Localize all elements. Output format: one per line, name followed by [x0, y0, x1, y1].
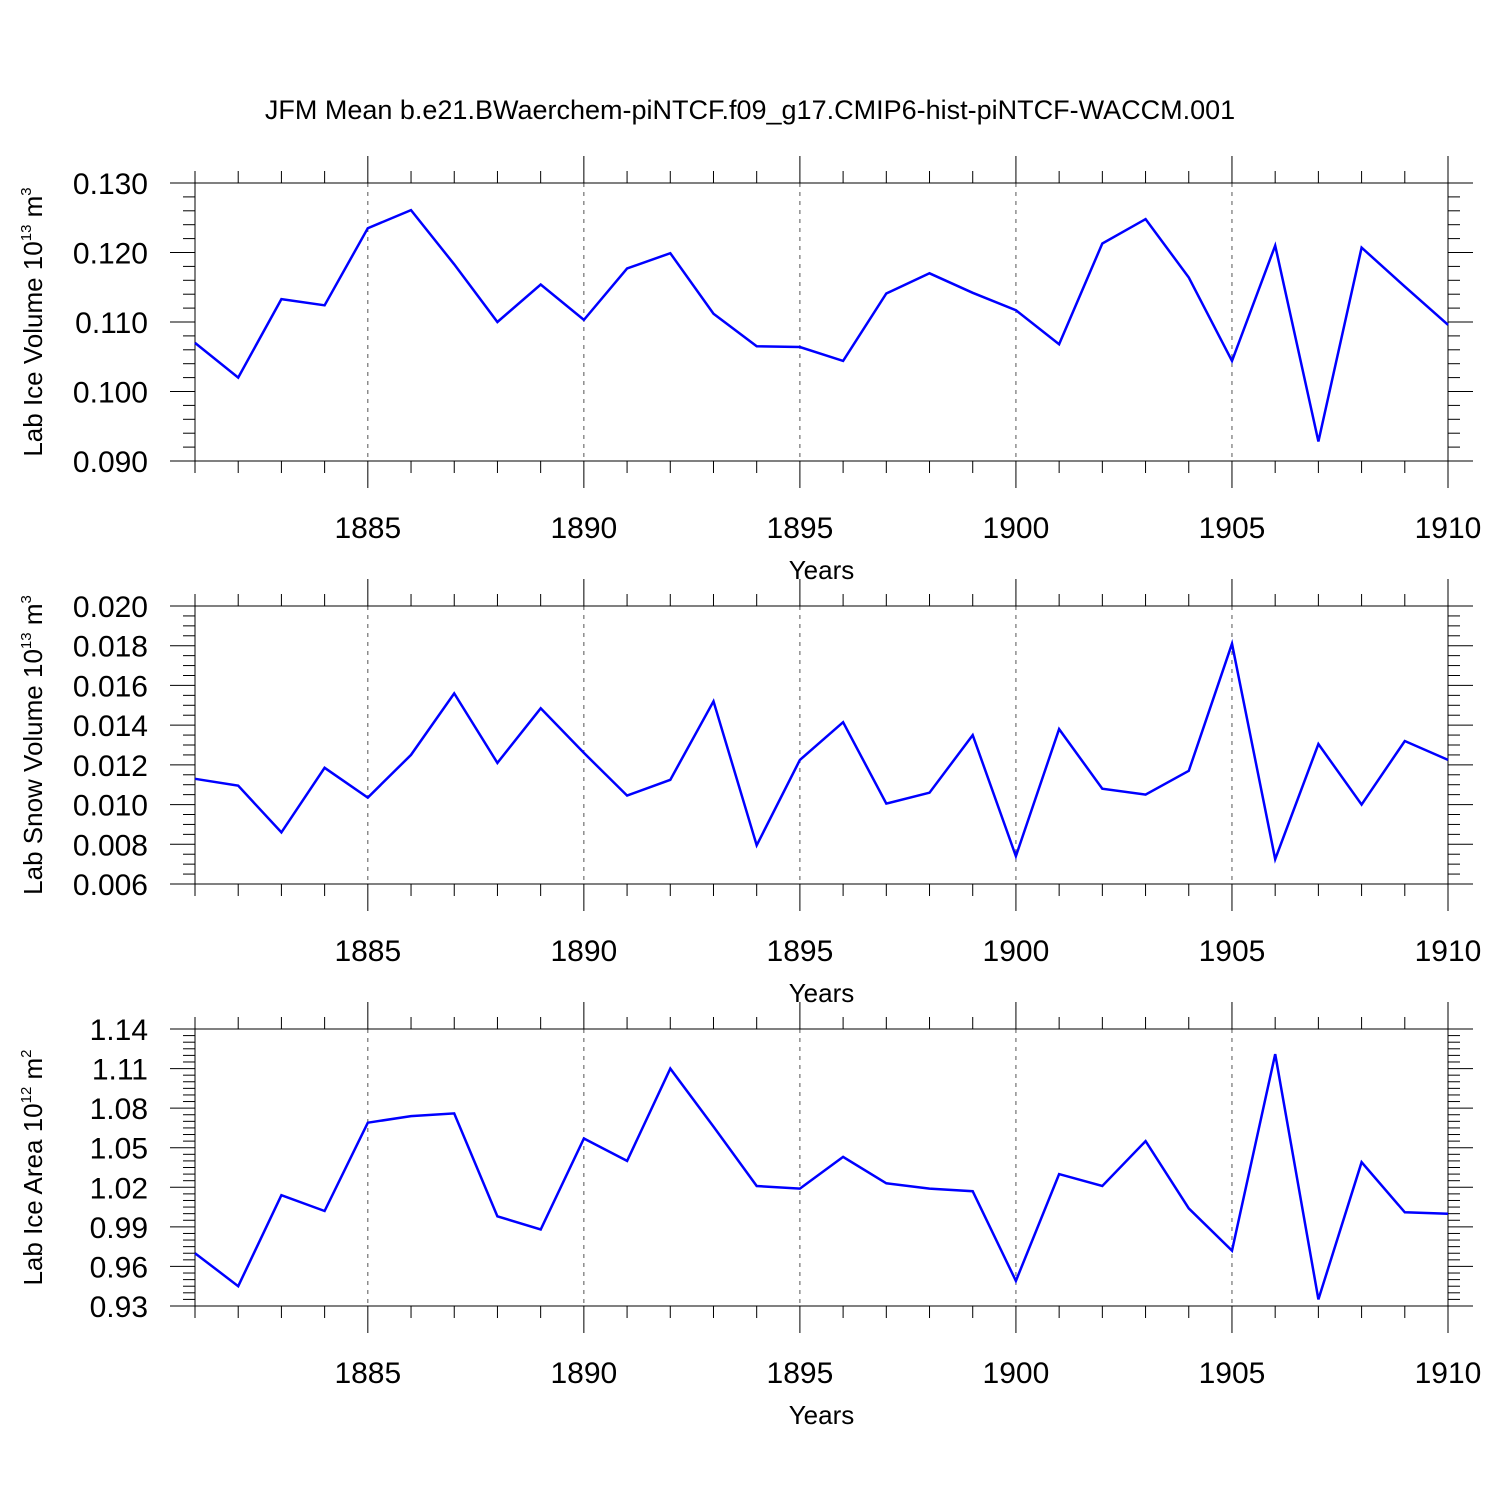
- plot-frame: [194, 182, 1449, 462]
- y-tick-label: 0.006: [73, 869, 148, 902]
- y-axis-label-text: Lab Snow Volume 10: [18, 649, 48, 895]
- x-tick-label: 1900: [983, 1357, 1050, 1390]
- x-tick-label: 1905: [1199, 935, 1266, 968]
- y-tick-label: 0.130: [73, 168, 148, 201]
- x-tick-label: 1910: [1415, 512, 1482, 545]
- x-axis-label: Years: [789, 978, 855, 1008]
- y-tick-label: 0.020: [73, 591, 148, 624]
- y-tick-label: 0.090: [73, 446, 148, 479]
- x-tick-label: 1895: [767, 512, 834, 545]
- y-tick-label: 0.010: [73, 790, 148, 823]
- y-tick-label: 0.120: [73, 238, 148, 271]
- panel-snow-volume: 0.006 0.008 0.010 0.012 0.014 0.016 0.018 0.020…: [18, 579, 1481, 1008]
- y-tick-label: 0.016: [73, 670, 148, 703]
- series-line-ice-volume: [194, 208, 1449, 442]
- x-axis-label: Years: [789, 555, 855, 585]
- y-axis-label-unit-exponent: 3: [18, 187, 35, 195]
- y-axis-label-text: Lab Ice Volume 10: [18, 241, 48, 456]
- x-tick-label: 1910: [1415, 1357, 1482, 1390]
- y-tick-label: 1.05: [90, 1133, 148, 1166]
- x-axis-label: Years: [789, 1400, 855, 1430]
- panel-ice-area: 0.93 0.96 0.99 1.02 1.05 1.08 1.11 1.14 1885 1890…: [18, 1002, 1481, 1430]
- y-tick-label: 0.012: [73, 750, 148, 783]
- y-tick-label: 0.93: [90, 1291, 148, 1324]
- y-tick-label: 0.018: [73, 631, 148, 664]
- x-tick-label: 1890: [550, 935, 617, 968]
- chart-title: JFM Mean b.e21.BWaerchem-piNTCF.f09_g17.…: [265, 95, 1235, 125]
- y-tick-label: 1.02: [90, 1172, 148, 1205]
- y-axis-label-unit: m: [18, 196, 48, 225]
- y-tick-label: 1.08: [90, 1093, 148, 1126]
- plot-frame: [194, 1028, 1449, 1307]
- series-line-ice-area: [194, 1053, 1449, 1300]
- y-tick-label: 1.14: [90, 1014, 148, 1047]
- x-tick-label: 1890: [550, 1357, 617, 1390]
- y-tick-label: 0.014: [73, 710, 148, 743]
- y-axis-label-text: Lab Ice Area 10: [18, 1103, 48, 1285]
- y-axis-label: Lab Snow Volume 1013 m3: [18, 595, 48, 895]
- plot-frame: [194, 605, 1449, 885]
- x-tick-label: 1890: [550, 512, 617, 545]
- y-axis-label-unit: m: [18, 1058, 48, 1087]
- y-tick-label: 0.96: [90, 1251, 148, 1284]
- series-line-snow-volume: [194, 638, 1449, 864]
- y-axis-label-unit: m: [18, 604, 48, 633]
- x-tick-label: 1895: [767, 935, 834, 968]
- y-axis-label-unit-exponent: 3: [18, 595, 35, 603]
- x-tick-label: 1900: [983, 935, 1050, 968]
- y-axis-label: Lab Ice Volume 1013 m3: [18, 187, 48, 456]
- y-axis-label: Lab Ice Area 1012 m2: [18, 1049, 48, 1285]
- y-axis-label-exponent: 13: [18, 225, 35, 242]
- y-axis-label-exponent: 13: [18, 632, 35, 649]
- y-axis-label-unit-exponent: 2: [18, 1049, 35, 1057]
- x-tick-label: 1885: [334, 1357, 401, 1390]
- x-tick-label: 1885: [334, 512, 401, 545]
- panel-ice-volume: 0.090 0.100 0.110 0.120 0.130 1885 1890 1895 190…: [18, 156, 1481, 585]
- x-tick-label: 1895: [767, 1357, 834, 1390]
- x-tick-label: 1905: [1199, 512, 1266, 545]
- x-tick-label: 1910: [1415, 935, 1482, 968]
- y-tick-label: 0.100: [73, 377, 148, 410]
- x-tick-label: 1905: [1199, 1357, 1266, 1390]
- x-tick-label: 1885: [334, 935, 401, 968]
- x-tick-label: 1900: [983, 512, 1050, 545]
- y-tick-label: 0.99: [90, 1212, 148, 1245]
- y-axis-label-exponent: 12: [18, 1087, 35, 1104]
- y-tick-label: 1.11: [92, 1054, 148, 1087]
- y-tick-label: 0.110: [75, 307, 148, 340]
- y-tick-label: 0.008: [73, 829, 148, 862]
